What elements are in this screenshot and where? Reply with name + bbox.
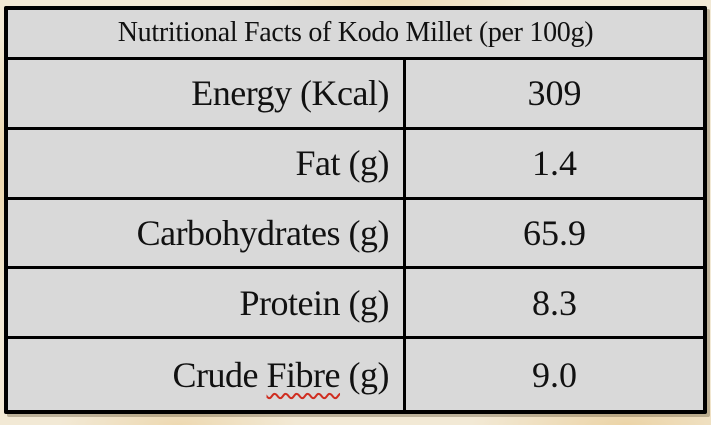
label-text-before: Crude [172,354,267,395]
nutrient-value: 1.4 [532,143,577,184]
nutrient-label: Energy (Kcal) [8,59,406,127]
nutrient-value: 309 [527,73,582,114]
nutrition-facts-table: Nutritional Facts of Kodo Millet (per 10… [4,6,707,414]
nutrient-label: Fat (g) [8,129,406,197]
table-title: Nutritional Facts of Kodo Millet (per 10… [8,10,703,60]
nutrient-value: 65.9 [523,212,586,253]
nutrient-label: Carbohydrates (g) [8,199,406,267]
table-row-energy: Energy (Kcal) 309 [8,59,703,130]
table-row-carbohydrates: Carbohydrates (g) 65.9 [8,199,703,270]
table-row-protein: Protein (g) 8.3 [8,269,703,340]
nutrient-value: 8.3 [532,282,577,323]
label-text-misspelled: Fibre [266,354,341,395]
nutrient-value: 9.0 [532,354,577,395]
label-text-after: (g) [340,354,390,395]
table-row-crude-fibre: Crude Fibre (g) 9.0 [8,339,703,410]
nutrient-label: Protein (g) [8,269,406,337]
table-row-fat: Fat (g) 1.4 [8,129,703,200]
nutrient-label: Crude Fibre (g) [8,339,406,410]
